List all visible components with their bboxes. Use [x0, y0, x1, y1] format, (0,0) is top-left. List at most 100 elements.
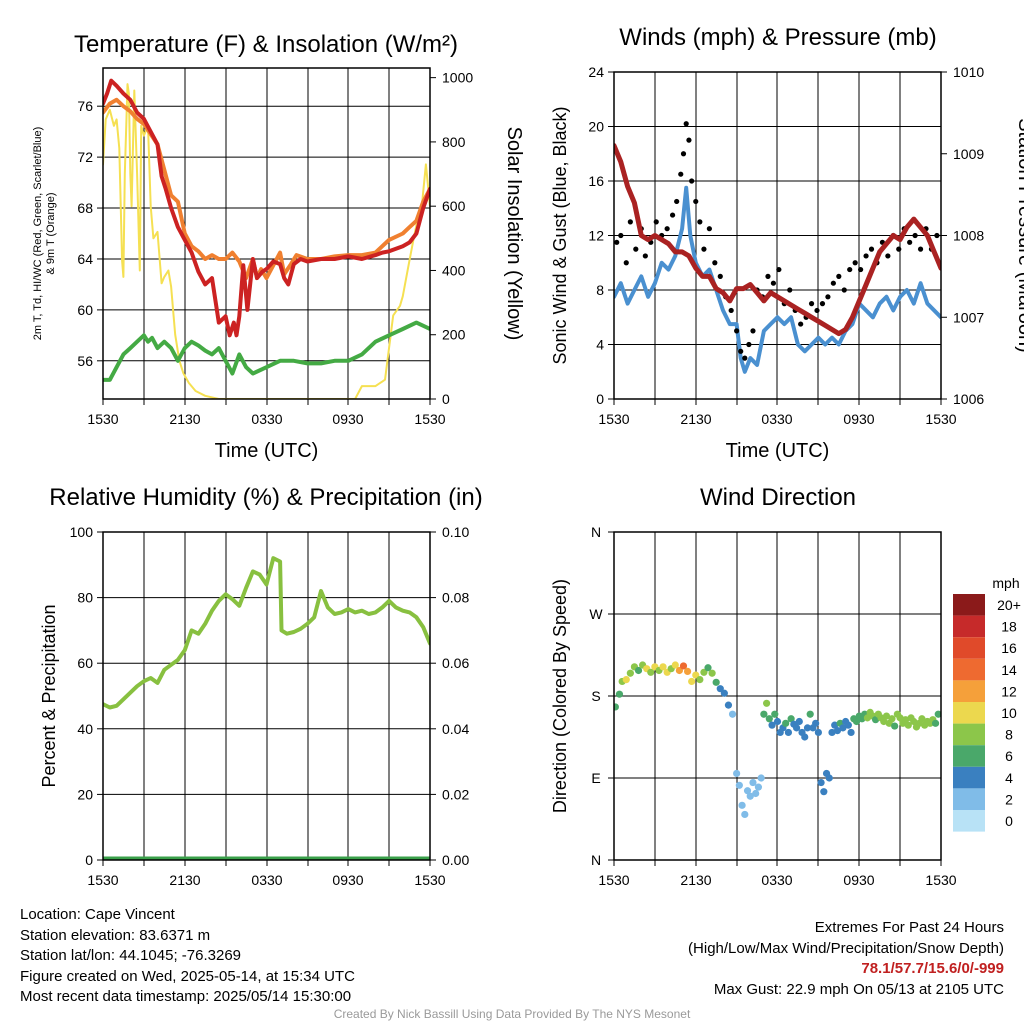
direction-point — [872, 716, 880, 724]
x-tick-label: 0930 — [332, 872, 363, 888]
colorbar-swatch — [953, 745, 985, 767]
colorbar-label: 2 — [1005, 791, 1013, 807]
y-tick-label: N — [591, 524, 601, 540]
series-line-solar-insolation — [103, 83, 430, 399]
gust-point — [734, 328, 740, 334]
y2-tick-label: 1007 — [953, 309, 984, 325]
gust-point — [653, 219, 659, 225]
colorbar-label: 20+ — [997, 597, 1021, 613]
colorbar-label: 10 — [1001, 705, 1017, 721]
y2-tick-label: 0.04 — [442, 721, 469, 737]
panel-3 — [97, 531, 436, 866]
y2-tick-label: 0.00 — [442, 852, 469, 868]
gust-point — [627, 219, 633, 225]
gust-point — [825, 294, 831, 300]
gust-point — [934, 232, 940, 239]
y2-tick-label: 0.08 — [442, 590, 469, 606]
panel-4 — [608, 531, 985, 866]
data-layer — [614, 121, 941, 374]
y-tick-label: 76 — [77, 98, 93, 114]
y-axis-label: Percent & Precipitation — [39, 604, 59, 787]
series-line-2m-t — [103, 78, 430, 338]
x-axis-label: Time (UTC) — [215, 440, 319, 462]
plot-frame — [613, 71, 942, 400]
x-tick-label: 1530 — [87, 872, 118, 888]
series-line-td — [103, 320, 430, 382]
direction-point — [792, 724, 801, 732]
gust-point — [686, 137, 692, 143]
gust-point — [814, 307, 820, 314]
direction-point — [704, 664, 712, 672]
direction-point — [820, 788, 828, 796]
gust-point — [697, 219, 703, 225]
direction-point — [771, 710, 779, 718]
gust-point — [689, 178, 695, 184]
direction-point — [749, 778, 757, 787]
gust-point — [770, 280, 777, 286]
y2-tick-label: 200 — [442, 327, 466, 343]
direction-point — [671, 661, 679, 669]
colorbar-swatch — [953, 702, 985, 724]
y2-tick-label: 0.06 — [442, 655, 469, 671]
direction-point — [806, 710, 814, 718]
x-tick-label: 2130 — [680, 411, 711, 427]
x-tick-label: 0330 — [761, 872, 792, 888]
gust-point — [798, 321, 804, 327]
y2-tick-label: 0.10 — [442, 524, 469, 540]
colorbar-swatch — [953, 766, 985, 789]
gust-point — [693, 198, 699, 205]
gust-point — [614, 239, 620, 245]
x-tick-label: 1530 — [414, 872, 445, 888]
y2-axis-label: Station Pressure (Maroon) — [1014, 118, 1024, 353]
colorbar-unit: mph — [992, 575, 1019, 591]
direction-point — [787, 715, 795, 723]
colorbar-label: 4 — [1005, 770, 1013, 786]
direction-point — [760, 710, 768, 718]
data-layer — [614, 661, 941, 819]
y2-tick-label: 1000 — [442, 70, 473, 86]
y2-tick-label: 600 — [442, 198, 466, 214]
y-tick-label: 16 — [588, 173, 604, 189]
direction-point — [828, 728, 836, 737]
colorbar-label: 16 — [1001, 640, 1017, 656]
gust-point — [633, 246, 639, 252]
max-gust: Max Gust: 22.9 mph On 05/13 at 2105 UTC — [713, 980, 1004, 998]
x-tick-label: 1530 — [925, 872, 956, 888]
y2-tick-label: 0 — [442, 391, 450, 407]
chart-title: Relative Humidity (%) & Precipitation (i… — [49, 484, 482, 511]
y-tick-label: 56 — [77, 353, 93, 369]
colorbar-swatch — [953, 680, 985, 702]
extremes-panel: Extremes For Past 24 Hours (High/Low/Max… — [688, 918, 1004, 1000]
colorbar-swatch — [953, 658, 985, 681]
direction-point — [712, 678, 720, 686]
direction-point — [763, 699, 771, 707]
x-tick-label: 2130 — [680, 872, 711, 888]
y-tick-label: 80 — [77, 590, 93, 606]
direction-point — [741, 810, 749, 819]
direction-point — [659, 663, 667, 671]
y-tick-label: 60 — [77, 655, 93, 671]
direction-point — [752, 789, 760, 798]
direction-point — [847, 728, 855, 737]
direction-point — [614, 703, 619, 711]
y-tick-label: 20 — [588, 119, 604, 135]
gust-point — [885, 253, 891, 259]
y2-tick-label: 0.02 — [442, 786, 469, 802]
gust-point — [738, 348, 744, 354]
y-tick-label: 64 — [77, 251, 93, 267]
direction-point — [901, 716, 910, 724]
direction-point — [801, 733, 809, 741]
direction-point — [622, 676, 630, 684]
gust-point — [907, 239, 913, 245]
direction-point — [904, 721, 912, 729]
direction-point — [931, 719, 940, 727]
y-tick-label: 0 — [85, 852, 93, 868]
gust-point — [623, 260, 629, 266]
direction-point — [918, 715, 926, 723]
gust-point — [706, 226, 712, 232]
direction-point — [768, 721, 776, 729]
x-tick-label: 1530 — [925, 411, 956, 427]
colorbar-swatch — [953, 615, 985, 638]
gust-point — [896, 246, 902, 252]
gust-point — [742, 355, 748, 361]
